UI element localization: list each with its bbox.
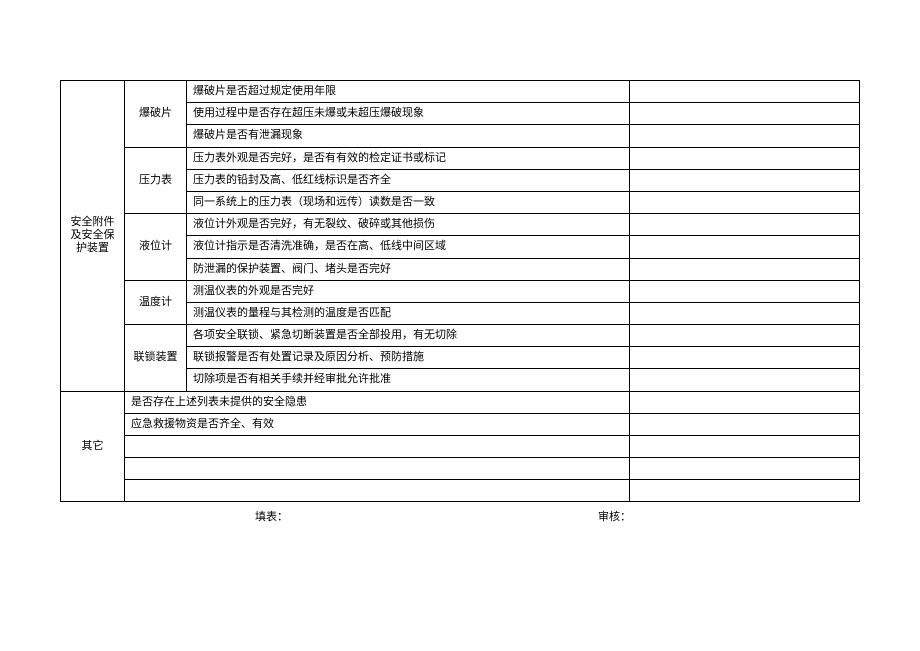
check-cell	[630, 280, 860, 302]
item-cell	[125, 458, 630, 480]
item-cell: 测温仪表的外观是否完好	[187, 280, 630, 302]
category-cell: 其它	[61, 391, 125, 501]
check-cell	[630, 325, 860, 347]
check-cell	[630, 347, 860, 369]
check-cell	[630, 369, 860, 391]
footer-row: 填表： 审核：	[60, 508, 860, 524]
category-cell: 安全附件及安全保护装置	[61, 81, 125, 392]
check-cell	[630, 214, 860, 236]
table-row: 安全附件及安全保护装置 爆破片 爆破片是否超过规定使用年限	[61, 81, 860, 103]
item-cell: 压力表外观是否完好，是否有有效的检定证书或标记	[187, 147, 630, 169]
fill-label: 填表：	[255, 508, 288, 524]
table-row: 应急救援物资是否齐全、有效	[61, 413, 860, 435]
subgroup-cell: 压力表	[125, 147, 187, 214]
item-cell: 应急救援物资是否齐全、有效	[125, 413, 630, 435]
table-row: 联锁装置 各项安全联锁、紧急切断装置是否全部投用，有无切除	[61, 325, 860, 347]
item-cell: 压力表的铅封及高、低红线标识是否齐全	[187, 169, 630, 191]
item-cell	[125, 480, 630, 502]
table-row: 压力表 压力表外观是否完好，是否有有效的检定证书或标记	[61, 147, 860, 169]
check-cell	[630, 458, 860, 480]
subgroup-cell: 联锁装置	[125, 325, 187, 392]
check-cell	[630, 169, 860, 191]
check-cell	[630, 436, 860, 458]
table-row: 液位计 液位计外观是否完好，有无裂纹、破碎或其他损伤	[61, 214, 860, 236]
table-row: 温度计 测温仪表的外观是否完好	[61, 280, 860, 302]
check-cell	[630, 125, 860, 147]
item-cell: 同一系统上的压力表（现场和远传）读数是否一致	[187, 191, 630, 213]
subgroup-cell: 温度计	[125, 280, 187, 324]
check-cell	[630, 480, 860, 502]
table-row	[61, 436, 860, 458]
table-row	[61, 458, 860, 480]
item-cell	[125, 436, 630, 458]
inspection-table: 安全附件及安全保护装置 爆破片 爆破片是否超过规定使用年限 使用过程中是否存在超…	[60, 80, 860, 502]
review-label: 审核：	[598, 508, 631, 524]
item-cell: 液位计指示是否清洗准确，是否在高、低线中间区域	[187, 236, 630, 258]
item-cell: 防泄漏的保护装置、阀门、堵头是否完好	[187, 258, 630, 280]
check-cell	[630, 258, 860, 280]
subgroup-cell: 爆破片	[125, 81, 187, 148]
check-cell	[630, 413, 860, 435]
check-cell	[630, 236, 860, 258]
check-cell	[630, 391, 860, 413]
item-cell: 测温仪表的量程与其检测的温度是否匹配	[187, 302, 630, 324]
item-cell: 各项安全联锁、紧急切断装置是否全部投用，有无切除	[187, 325, 630, 347]
item-cell: 切除项是否有相关手续并经审批允许批准	[187, 369, 630, 391]
item-cell: 使用过程中是否存在超压未爆或未超压爆破现象	[187, 103, 630, 125]
table-row	[61, 480, 860, 502]
table-row: 其它 是否存在上述列表未提供的安全隐患	[61, 391, 860, 413]
item-cell: 联锁报警是否有处置记录及原因分析、预防措施	[187, 347, 630, 369]
check-cell	[630, 81, 860, 103]
item-cell: 爆破片是否有泄漏现象	[187, 125, 630, 147]
item-cell: 爆破片是否超过规定使用年限	[187, 81, 630, 103]
check-cell	[630, 103, 860, 125]
check-cell	[630, 147, 860, 169]
item-cell: 是否存在上述列表未提供的安全隐患	[125, 391, 630, 413]
check-cell	[630, 191, 860, 213]
item-cell: 液位计外观是否完好，有无裂纹、破碎或其他损伤	[187, 214, 630, 236]
subgroup-cell: 液位计	[125, 214, 187, 281]
check-cell	[630, 302, 860, 324]
